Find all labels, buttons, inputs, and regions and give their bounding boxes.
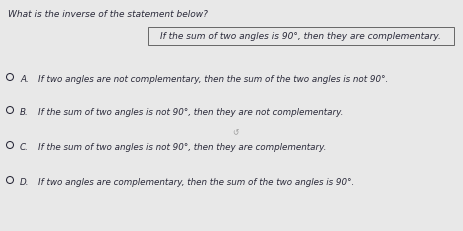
Text: D.: D. bbox=[20, 177, 30, 186]
Text: A.: A. bbox=[20, 75, 29, 84]
FancyBboxPatch shape bbox=[148, 27, 453, 45]
Text: If two angles are not complementary, then the sum of the two angles is not 90°.: If two angles are not complementary, the… bbox=[38, 75, 388, 84]
Text: If two angles are complementary, then the sum of the two angles is 90°.: If two angles are complementary, then th… bbox=[38, 177, 354, 186]
Text: If the sum of two angles is not 90°, then they are not complementary.: If the sum of two angles is not 90°, the… bbox=[38, 108, 344, 116]
Text: ↺: ↺ bbox=[232, 128, 238, 137]
Text: If the sum of two angles is not 90°, then they are complementary.: If the sum of two angles is not 90°, the… bbox=[38, 142, 326, 151]
Text: If the sum of two angles is 90°, then they are complementary.: If the sum of two angles is 90°, then th… bbox=[160, 32, 441, 41]
Text: B.: B. bbox=[20, 108, 29, 116]
Text: What is the inverse of the statement below?: What is the inverse of the statement bel… bbox=[8, 10, 208, 19]
Text: C.: C. bbox=[20, 142, 29, 151]
